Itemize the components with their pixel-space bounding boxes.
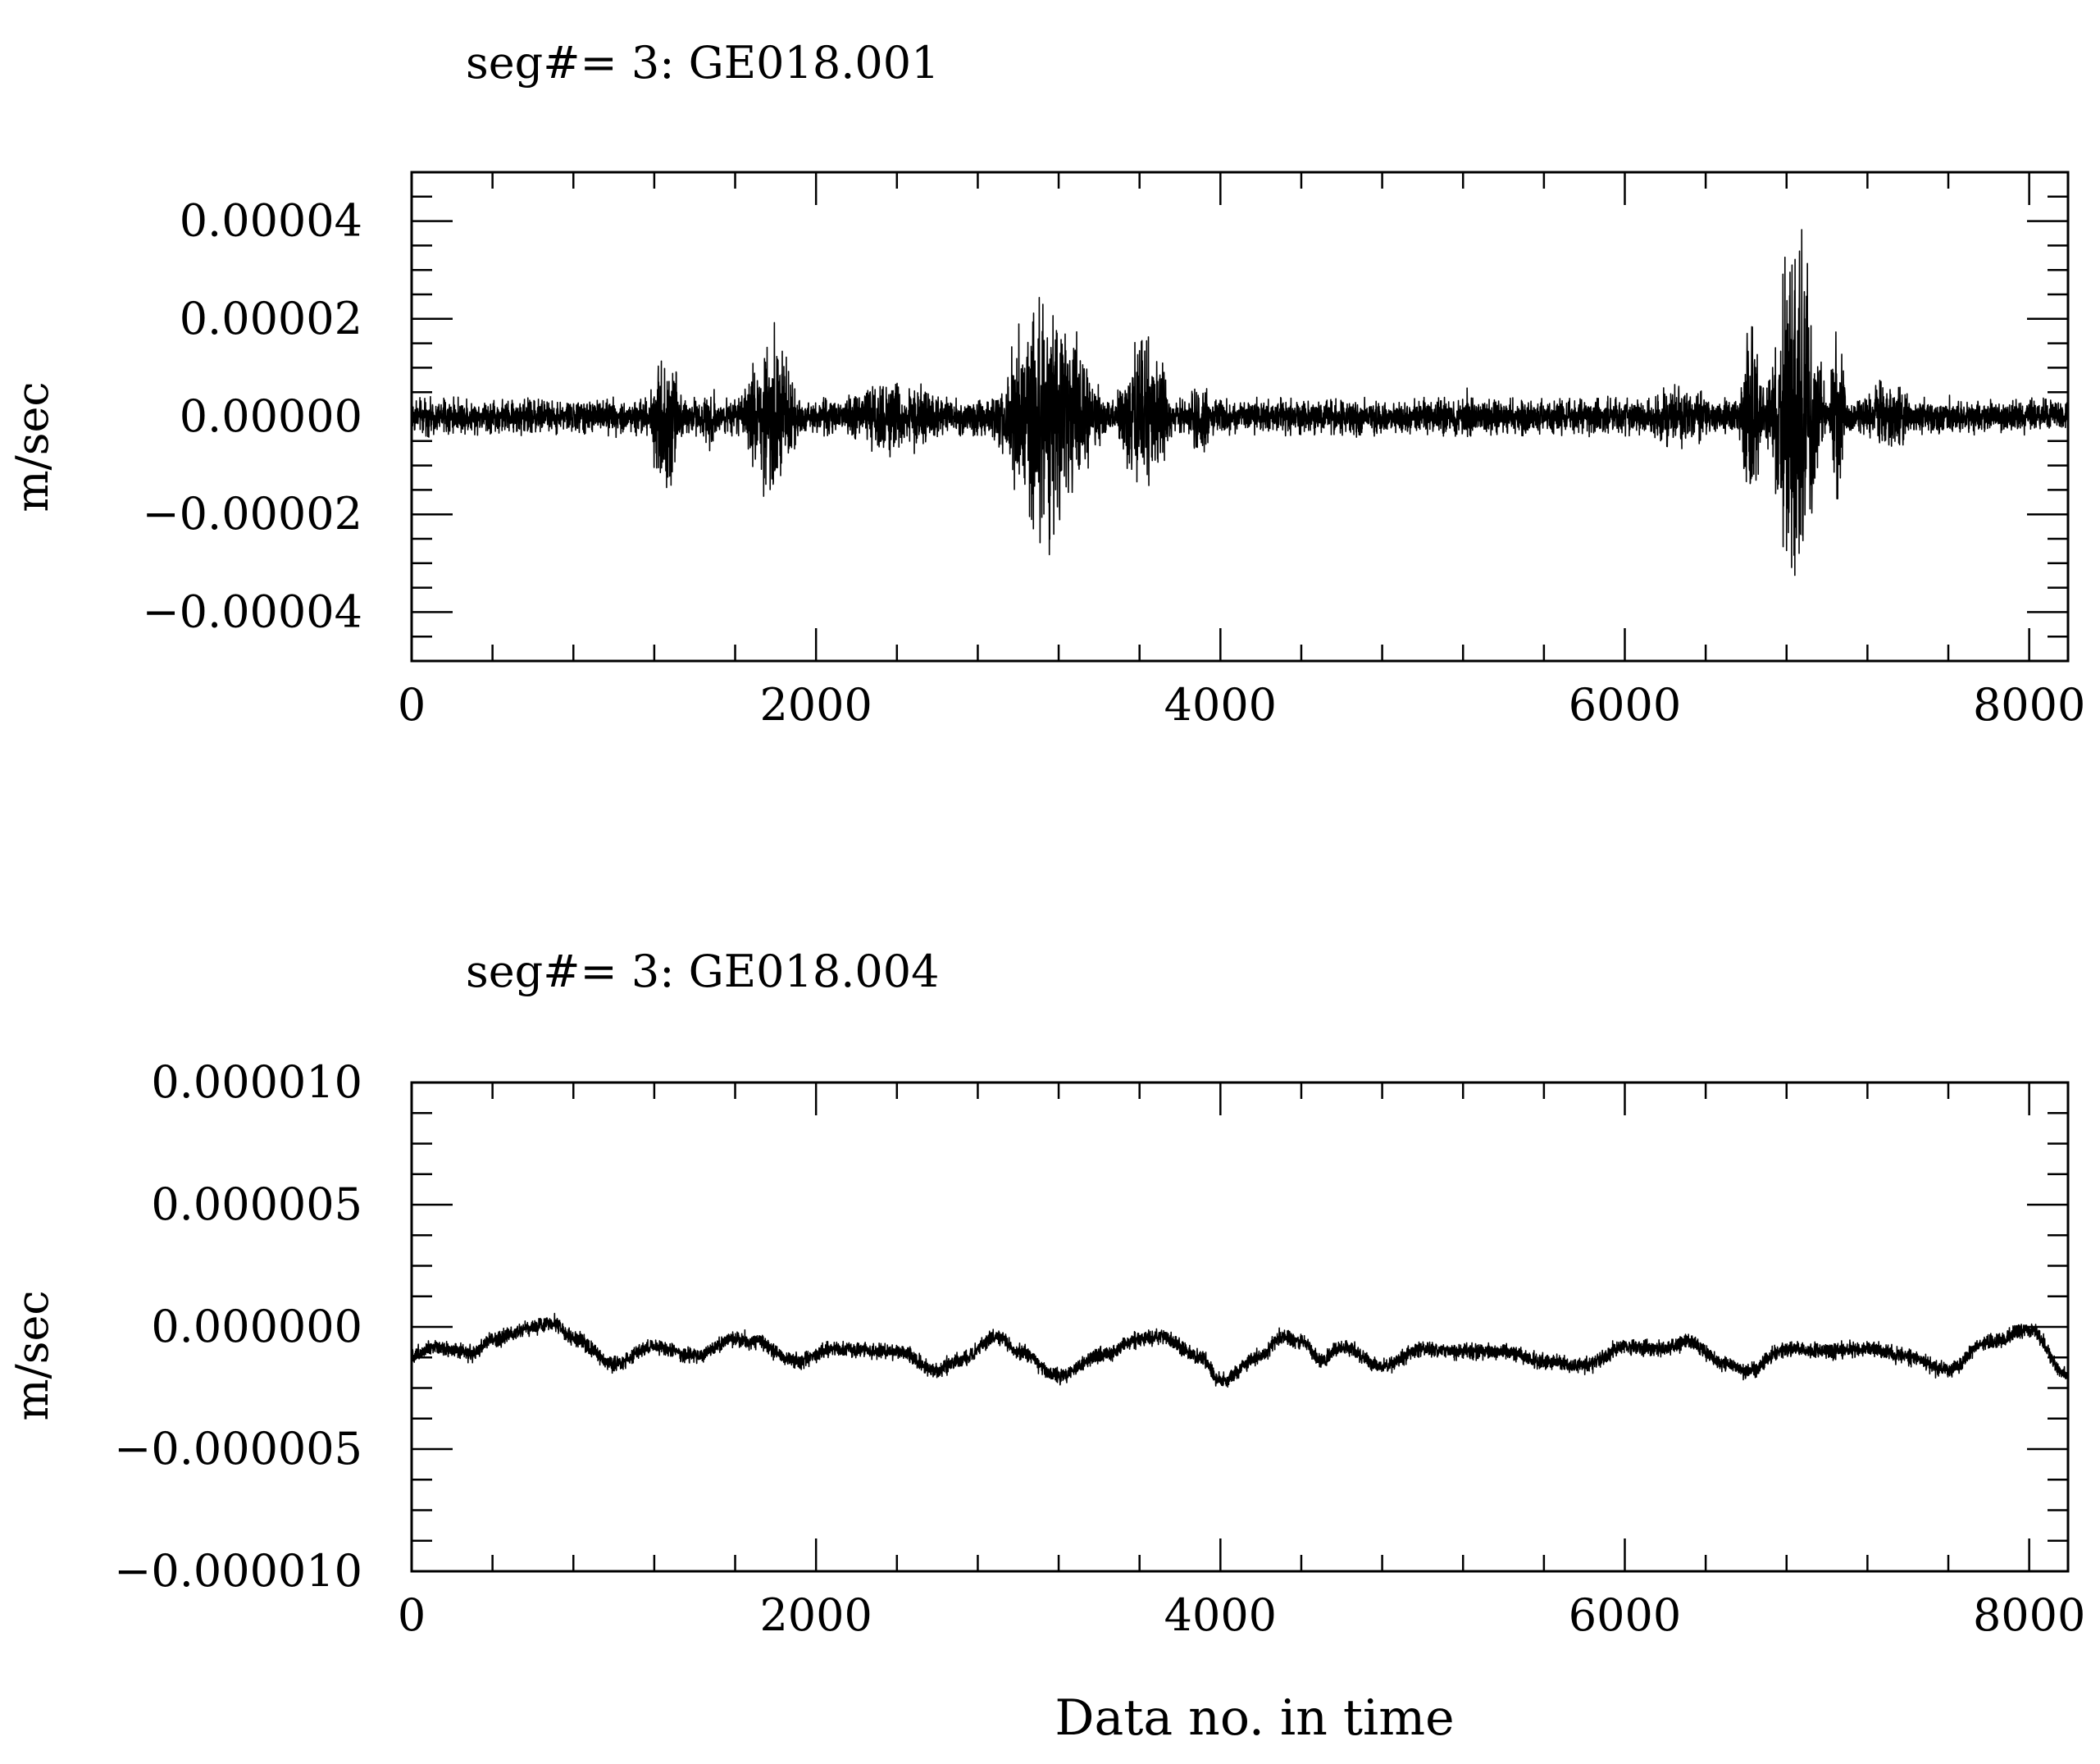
bottom-panel-x-tick-label: 2000 bbox=[759, 1589, 872, 1641]
bottom-panel-y-tick-label: −0.000005 bbox=[114, 1423, 362, 1475]
bottom-panel-y-tick-label: 0.000000 bbox=[151, 1301, 362, 1352]
top-panel-x-tick-label: 4000 bbox=[1164, 679, 1277, 731]
top-panel-y-tick-label: 0.00000 bbox=[180, 390, 362, 442]
bottom-panel-frame bbox=[410, 1081, 2070, 1573]
bottom-panel-x-tick-label: 6000 bbox=[1569, 1589, 1681, 1641]
bottom-panel-ticks bbox=[410, 1081, 2068, 1573]
bottom-panel-y-tick-label: 0.000005 bbox=[151, 1178, 362, 1230]
top-panel-trace-line bbox=[411, 229, 2069, 577]
top-panel-y-tick-label: 0.00004 bbox=[180, 195, 362, 247]
top-panel: seg#= 3: GE018.001 m/sec 0 2000 4000 6000 80… bbox=[7, 37, 2085, 731]
bottom-panel-title: seg#= 3: GE018.004 bbox=[466, 946, 939, 997]
top-panel-y-tick-label: −0.00004 bbox=[142, 586, 362, 637]
bottom-panel-x-tick-label: 8000 bbox=[1973, 1589, 2085, 1641]
bottom-panel-y-tick-label: 0.000010 bbox=[151, 1056, 362, 1108]
bottom-panel-y-axis-label: m/sec bbox=[7, 1290, 58, 1420]
bottom-panel-trace-line bbox=[411, 1312, 2069, 1388]
top-panel-x-tick-label: 2000 bbox=[759, 679, 872, 731]
top-panel-title: seg#= 3: GE018.001 bbox=[466, 37, 939, 89]
top-panel-x-tick-label: 0 bbox=[398, 679, 426, 731]
top-panel-tick-labels: 0 2000 4000 6000 8000 0.00004 0.00002 0.00000 −0… bbox=[142, 195, 2085, 731]
top-panel-x-tick-label: 8000 bbox=[1973, 679, 2085, 731]
top-panel-x-tick-label: 6000 bbox=[1569, 679, 1681, 731]
top-panel-y-axis-label: m/sec bbox=[7, 381, 58, 512]
x-axis-label: Data no. in time bbox=[1055, 1689, 1454, 1747]
bottom-panel-x-tick-label: 4000 bbox=[1164, 1589, 1277, 1641]
bottom-panel: seg#= 3: GE018.004 m/sec 0 2000 4000 6000 80… bbox=[7, 946, 2085, 1747]
top-panel-y-tick-label: −0.00002 bbox=[142, 488, 362, 540]
bottom-panel-x-tick-label: 0 bbox=[398, 1589, 426, 1641]
top-panel-frame bbox=[410, 171, 2070, 663]
bottom-panel-tick-labels: 0 2000 4000 6000 8000 0.000010 0.000005 0.00000… bbox=[114, 1056, 2085, 1641]
top-panel-y-tick-label: 0.00002 bbox=[180, 293, 362, 344]
bottom-panel-y-tick-label: −0.000010 bbox=[114, 1545, 362, 1597]
